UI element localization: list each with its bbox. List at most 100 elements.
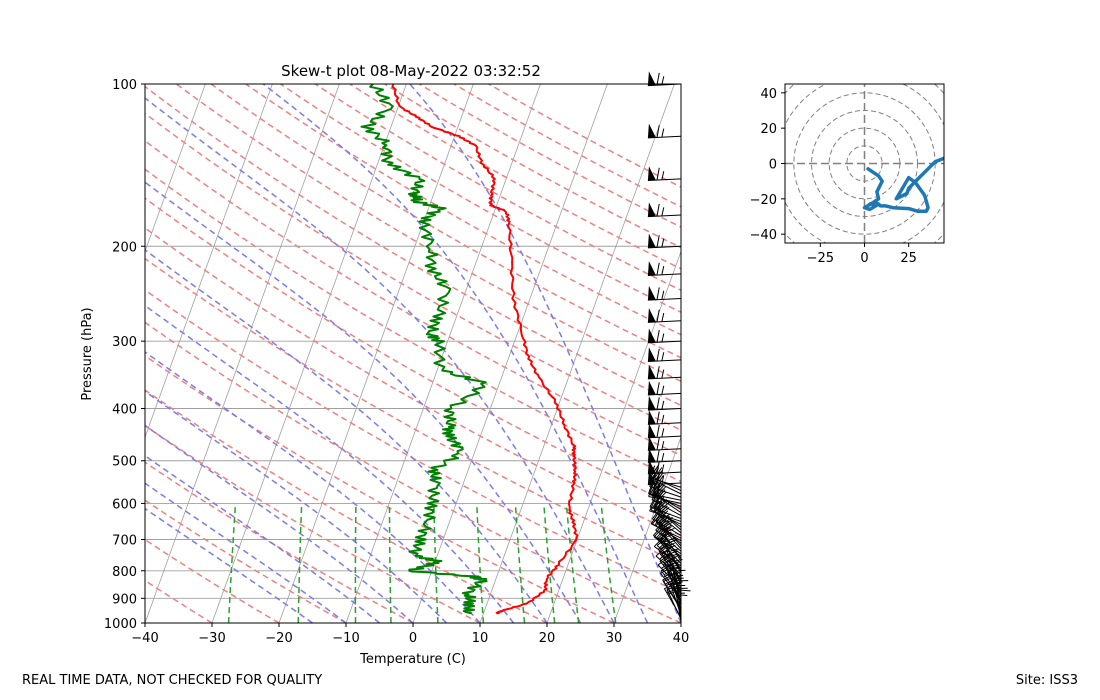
wind-barb-pennant <box>647 233 656 248</box>
mixing-ratio-line <box>475 503 485 623</box>
mixing-ratio-line <box>543 503 556 623</box>
wind-barb-feather <box>663 531 672 537</box>
moist-adiabat <box>145 249 548 623</box>
dry-adiabat <box>145 197 681 510</box>
wind-barb-feather <box>661 400 665 410</box>
wind-barb-feather <box>655 547 666 557</box>
isotherm-line <box>345 84 541 623</box>
dry-adiabat <box>175 84 681 383</box>
wind-barb-feather <box>661 440 665 450</box>
wind-barb-feather <box>661 385 665 395</box>
wind-barb <box>647 123 682 139</box>
wind-barb-feather <box>661 537 669 544</box>
wind-barb-pennant <box>647 410 656 425</box>
wind-barb-shaft <box>658 520 682 547</box>
wind-barb-feather <box>653 526 664 538</box>
wind-barb-feather <box>657 532 669 541</box>
wind-barb-feather <box>659 554 671 562</box>
y-tick-label: 700 <box>112 534 137 549</box>
wind-barb-pennant <box>647 436 656 451</box>
wind-barb-pennant <box>647 364 656 379</box>
wind-barb-pennant <box>647 328 656 343</box>
wind-barb-feather <box>656 287 660 300</box>
moist-adiabat <box>145 390 448 623</box>
x-tick-label: −10 <box>332 631 359 646</box>
wind-barb-feather <box>651 488 661 500</box>
wind-barb <box>647 347 682 363</box>
wind-barb-feather <box>660 543 668 549</box>
isotherm-line <box>613 436 681 623</box>
y-tick-label: 900 <box>112 592 137 607</box>
moist-adiabat <box>145 304 515 623</box>
skewt-curves <box>145 84 681 623</box>
wind-barb-feather <box>658 516 671 525</box>
wind-barb <box>677 589 691 624</box>
wind-barb-feather <box>672 564 681 567</box>
wind-barb-feather <box>648 483 654 497</box>
wind-barb-pennant <box>647 448 656 463</box>
wind-barb-feather <box>653 496 661 509</box>
wind-barb-feather <box>659 553 667 560</box>
dry-adiabat <box>145 140 681 457</box>
wind-barb-feather <box>656 262 660 276</box>
wind-barb-feather <box>664 539 677 545</box>
skewt-plot-area: −40 −30 −20 −10 0 10 20 30 40 1000 900 800 700 600 500… <box>80 62 690 667</box>
wind-barb-feather <box>656 348 660 362</box>
wind-barb-feather <box>666 585 679 590</box>
x-tick-label: −40 <box>131 631 158 646</box>
wind-barb-feather <box>653 497 664 508</box>
isotherm-line <box>145 84 206 253</box>
wind-barb <box>647 395 682 411</box>
wind-barb-feather <box>654 467 663 478</box>
wind-barb-feather <box>660 526 672 533</box>
wind-barb-feather <box>648 480 654 494</box>
y-tick-label: 400 <box>112 403 137 418</box>
isotherm-line <box>145 84 273 439</box>
mixing-ratio-line <box>433 503 439 623</box>
dry-adiabat <box>145 289 681 594</box>
wind-barb-feather <box>667 567 680 572</box>
wind-barb-feather <box>656 235 660 248</box>
wind-barb-feather <box>656 397 660 410</box>
x-tick-label: 40 <box>673 631 690 646</box>
wind-barb-feather <box>656 424 660 438</box>
wind-barb-feather <box>656 72 660 86</box>
dry-adiabat <box>145 321 681 623</box>
wind-barb-feather <box>658 505 668 515</box>
isotherm-line <box>211 84 407 623</box>
wind-barb-feather <box>663 557 676 564</box>
wind-barb-pennant <box>647 166 656 181</box>
dry-adiabat <box>210 84 681 359</box>
wind-barb-feather <box>661 414 665 424</box>
wind-barb-feather <box>655 491 664 502</box>
wind-barb-feather <box>656 167 660 181</box>
dry-adiabat <box>145 424 481 623</box>
y-tick-label: 600 <box>112 497 137 512</box>
hodograph-x-tick-label: 25 <box>900 251 917 266</box>
wind-barb-feather <box>661 333 665 342</box>
wind-barb-feather <box>656 498 667 509</box>
wind-barb <box>662 527 682 562</box>
wind-barb-pennant <box>647 347 656 362</box>
skewt-y-axis-label: Pressure (hPa) <box>80 307 95 400</box>
wind-barb-feather <box>662 527 675 534</box>
mixing-ratio-line <box>514 503 526 623</box>
wind-barb-feather <box>667 544 676 549</box>
wind-barb-pennant <box>647 71 656 86</box>
wind-barb-shaft <box>656 507 682 531</box>
wind-barb-shaft <box>677 589 682 624</box>
wind-barb-feather <box>649 494 657 508</box>
wind-barb-feather <box>650 512 659 525</box>
wind-barb-feather <box>671 577 684 581</box>
wind-barb-feather <box>650 464 659 477</box>
skewt-background <box>145 84 681 623</box>
wind-barb-feather <box>653 525 663 536</box>
wind-barb-feather <box>649 498 656 512</box>
wind-barb-feather <box>661 464 665 473</box>
wind-barb-feather <box>673 569 686 572</box>
wind-barb-feather <box>652 513 662 525</box>
isotherm-line <box>546 250 681 623</box>
hodograph-axis-ticks: −25 0 25 40 20 0 −20 −40 <box>750 87 917 266</box>
wind-barb-feather <box>664 524 672 530</box>
x-tick-label: 10 <box>472 631 489 646</box>
